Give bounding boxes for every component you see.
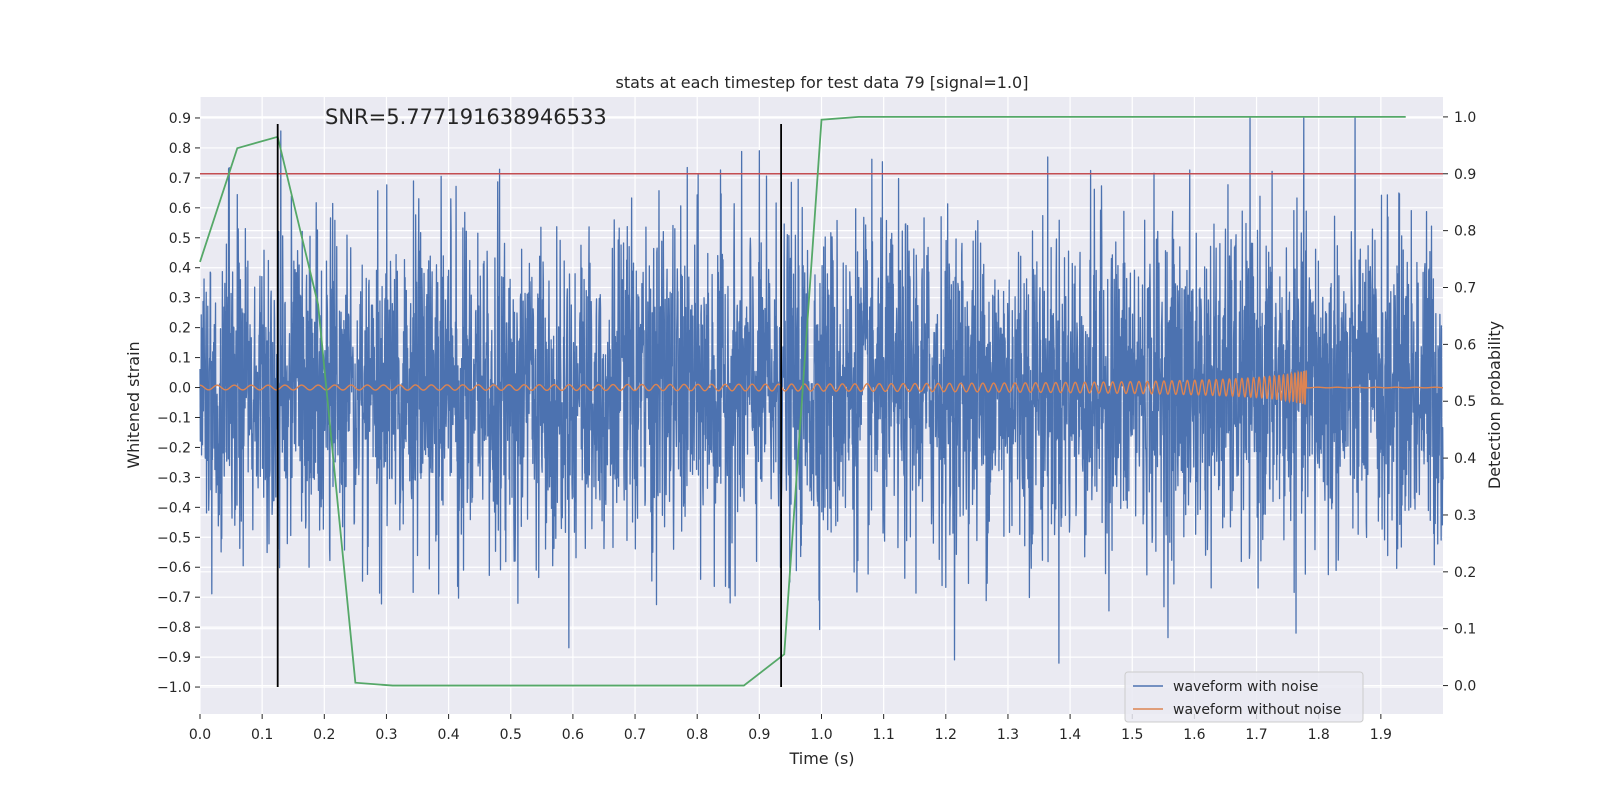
y-tick-label: −0.9 <box>157 650 191 666</box>
y-tick-label: 0.2 <box>169 321 191 337</box>
y-right-tick-label: 0.5 <box>1454 394 1476 410</box>
series-detection-probability <box>199 116 1406 687</box>
x-tick-label: 1.8 <box>1308 727 1330 743</box>
y-tick-label: −0.6 <box>157 560 191 576</box>
x-tick-label: 0.4 <box>437 727 459 743</box>
y-right-tick-label: 1.0 <box>1454 110 1476 126</box>
x-tick-label: 0.9 <box>748 727 770 743</box>
y-right-tick-label: 0.6 <box>1454 337 1476 353</box>
y-right-tick-label: 0.7 <box>1454 281 1476 297</box>
y-right-tick-label: 0.2 <box>1454 565 1476 581</box>
y-tick-label: −0.4 <box>157 500 191 516</box>
y-tick-label: 0.7 <box>169 171 191 187</box>
y-right-tick-label: 0.9 <box>1454 167 1476 183</box>
x-tick-label: 0.6 <box>562 727 584 743</box>
series-layer <box>199 117 1444 664</box>
x-tick-label: 1.4 <box>1059 727 1081 743</box>
x-tick-label: 0.3 <box>375 727 397 743</box>
series-waveform-with-noise <box>199 117 1444 664</box>
y-tick-label: 0.4 <box>169 261 191 277</box>
x-tick-label: 1.9 <box>1370 727 1392 743</box>
y-tick-label: −0.2 <box>157 440 191 456</box>
overlay-layer <box>199 116 1443 688</box>
x-tick-label: 0.8 <box>686 727 708 743</box>
x-tick-label: 1.1 <box>873 727 895 743</box>
y-tick-label: 0.9 <box>169 111 191 127</box>
legend: waveform with noise waveform without noi… <box>1124 671 1364 723</box>
y-tick-label: 0.5 <box>169 231 191 247</box>
x-tick-label: 0.1 <box>251 727 273 743</box>
y-tick-label: 0.0 <box>169 381 191 397</box>
y-tick-label: 0.3 <box>169 291 191 307</box>
y-right-tick-label: 0.8 <box>1454 224 1476 240</box>
x-tick-label: 0.2 <box>313 727 335 743</box>
y-tick-label: 0.1 <box>169 351 191 367</box>
y-tick-label: −0.3 <box>157 470 191 486</box>
y-tick-label: −0.7 <box>157 590 191 606</box>
series-waveform-without-noise <box>199 369 1444 405</box>
legend-entry-noise: waveform with noise <box>1173 679 1318 695</box>
x-tick-label: 1.3 <box>997 727 1019 743</box>
y-right-tick-label: 0.1 <box>1454 622 1476 638</box>
x-tick-label: 1.6 <box>1183 727 1205 743</box>
y-tick-label: −0.5 <box>157 530 191 546</box>
y-tick-label: −0.8 <box>157 620 191 636</box>
y-tick-label: 0.6 <box>169 201 191 217</box>
legend-frame <box>1124 671 1364 723</box>
y-tick-label: −0.1 <box>157 410 191 426</box>
x-tick-label: 1.5 <box>1121 727 1143 743</box>
legend-entry-clean: waveform without noise <box>1173 702 1341 718</box>
y-axis-right-title: Detection probability <box>1485 321 1504 489</box>
x-tick-label: 1.0 <box>810 727 832 743</box>
x-tick-label: 0.5 <box>500 727 522 743</box>
y-right-tick-label: 0.3 <box>1454 508 1476 524</box>
y-right-tick-label: 0.4 <box>1454 451 1476 467</box>
y-right-tick-label: 0.0 <box>1454 679 1476 695</box>
x-tick-label: 0.0 <box>189 727 211 743</box>
x-tick-label: 1.2 <box>935 727 957 743</box>
x-tick-label: 1.7 <box>1245 727 1267 743</box>
axes-layer: 0.0 0.1 0.2 0.3 0.4 0.5 0.6 0.7 0.8 0.9 1.0 1.1 1.2 1… <box>157 110 1476 743</box>
y-tick-label: 0.8 <box>169 141 191 157</box>
chart-title: stats at each timestep for test data 79 … <box>616 73 1029 92</box>
snr-annotation: SNR=5.777191638946533 <box>325 105 607 129</box>
y-tick-label: −1.0 <box>157 680 191 696</box>
x-axis-title: Time (s) <box>788 749 854 768</box>
y-axis-title: Whitened strain <box>124 341 143 468</box>
x-tick-label: 0.7 <box>624 727 646 743</box>
